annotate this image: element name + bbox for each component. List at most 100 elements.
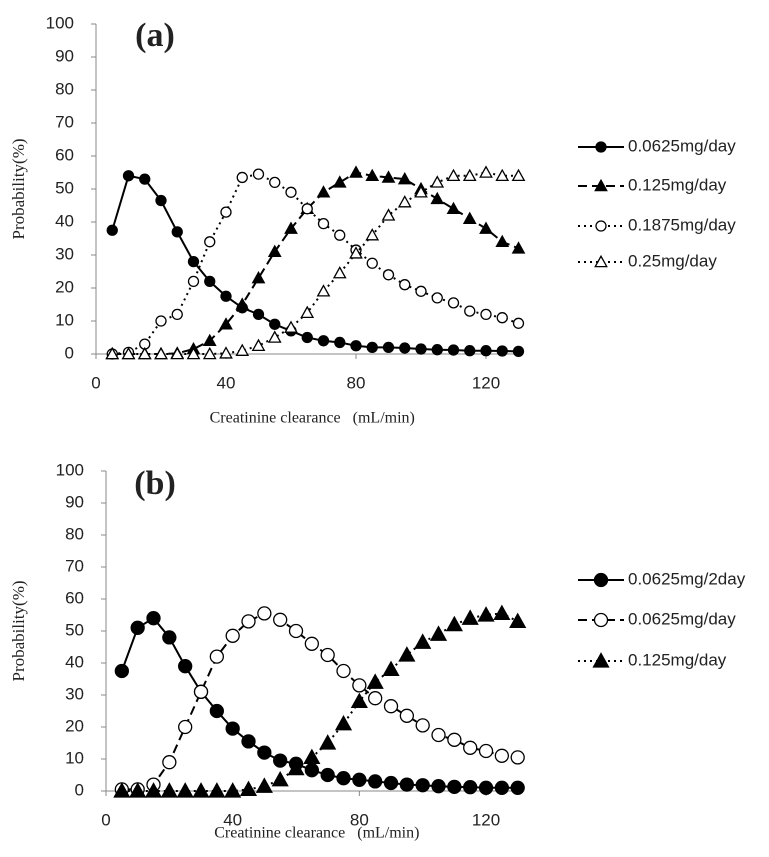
marker [269, 176, 281, 189]
marker [144, 782, 163, 798]
marker [382, 660, 400, 677]
marker [350, 692, 368, 709]
marker [512, 317, 525, 329]
marker [304, 636, 320, 651]
marker [202, 346, 217, 360]
marker [349, 246, 363, 259]
legend-label: 0.125mg/day [628, 650, 727, 669]
marker [225, 628, 240, 643]
marker [122, 170, 135, 182]
marker [284, 221, 298, 234]
legend-label: 0.0625mg/day [628, 609, 736, 628]
marker [352, 772, 367, 787]
marker [397, 195, 412, 208]
y-tick-label: 100 [56, 460, 84, 479]
marker [496, 312, 508, 324]
marker [336, 771, 351, 786]
marker [446, 168, 461, 182]
marker [316, 284, 331, 297]
y-tick-label: 80 [55, 79, 74, 98]
legend-label: 0.0625mg/day [628, 136, 736, 155]
y-tick-label: 20 [65, 716, 84, 735]
legend-marker [595, 141, 607, 153]
marker [495, 234, 510, 248]
marker [512, 345, 525, 358]
marker [106, 224, 118, 236]
marker [463, 780, 478, 795]
marker [493, 604, 511, 621]
marker [368, 774, 383, 789]
marker [171, 308, 183, 321]
marker [368, 691, 383, 706]
marker [208, 782, 226, 798]
marker [273, 753, 288, 768]
marker [462, 168, 477, 182]
marker [480, 345, 492, 357]
marker [176, 782, 194, 798]
marker [415, 778, 430, 793]
x-tick-label: 80 [350, 810, 369, 829]
marker [446, 201, 461, 215]
marker [334, 336, 346, 349]
y-tick-label: 70 [55, 112, 74, 131]
marker [160, 782, 178, 798]
marker [477, 606, 495, 622]
series-line [112, 173, 519, 355]
y-tick-label: 10 [65, 748, 84, 767]
marker [317, 217, 330, 230]
marker [220, 290, 232, 302]
marker [350, 340, 362, 352]
marker [257, 745, 272, 760]
legend-marker [595, 220, 607, 232]
legend-marker [594, 178, 608, 192]
legend-label: 0.125mg/day [628, 175, 727, 194]
marker [478, 743, 494, 759]
marker [186, 346, 201, 360]
y-tick-label: 60 [65, 588, 84, 607]
marker [239, 780, 258, 797]
marker [225, 721, 240, 736]
marker [382, 269, 395, 281]
marker [382, 341, 395, 354]
marker [366, 341, 378, 354]
marker [192, 782, 210, 798]
marker [193, 684, 209, 699]
marker [129, 782, 147, 798]
marker [447, 779, 462, 794]
marker [170, 346, 185, 360]
series-line [112, 171, 519, 355]
y-tick-label: 90 [65, 492, 84, 511]
marker [445, 615, 463, 632]
legend-label: 0.0625mg/2day [628, 569, 746, 588]
marker [415, 718, 430, 733]
marker [383, 699, 399, 714]
y-tick-label: 60 [55, 145, 74, 164]
marker [241, 614, 256, 629]
marker [414, 185, 428, 198]
marker [365, 228, 380, 241]
x-axis-label: Creatinine clearance (mL/min) [214, 825, 419, 842]
marker [137, 346, 152, 360]
marker [209, 703, 224, 719]
marker [415, 285, 427, 297]
legend-marker [592, 652, 610, 668]
marker [332, 266, 347, 279]
x-axis-label: Creatinine clearance (mL/min) [210, 410, 415, 427]
marker [480, 308, 492, 321]
marker [398, 646, 416, 662]
marker [320, 647, 335, 663]
marker [447, 344, 460, 356]
marker [154, 346, 168, 360]
legend-marker [594, 254, 608, 268]
marker [235, 297, 250, 310]
marker [349, 165, 363, 178]
marker [332, 175, 347, 188]
marker [399, 708, 415, 723]
marker [139, 173, 151, 185]
y-tick-label: 30 [65, 684, 84, 703]
marker [155, 315, 167, 327]
marker [319, 734, 337, 750]
marker [383, 775, 399, 791]
marker [431, 779, 446, 794]
y-tick-label: 0 [75, 780, 84, 799]
